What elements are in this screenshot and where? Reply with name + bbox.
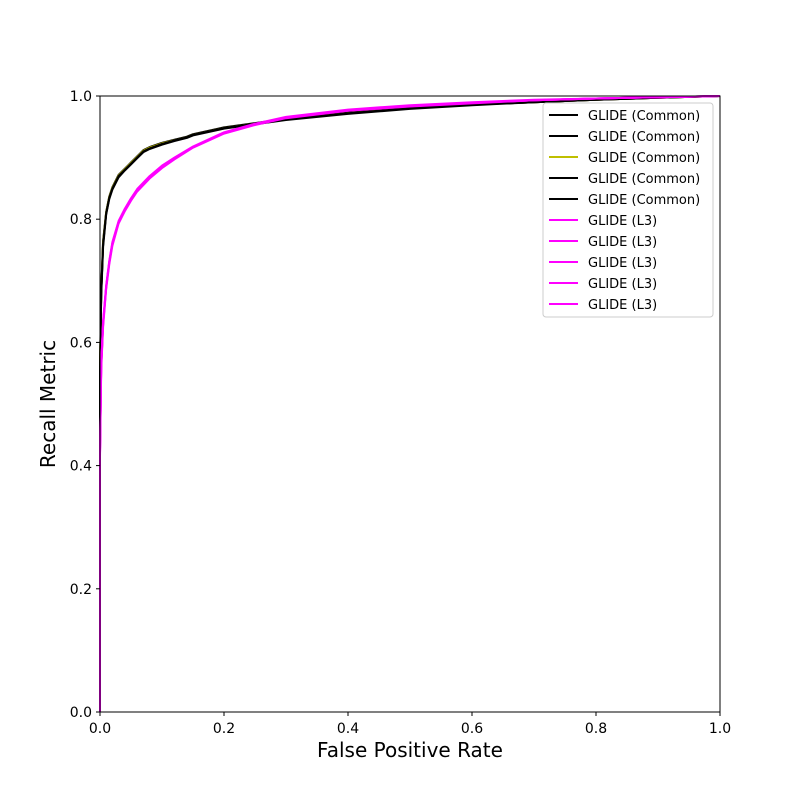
y-tick-label: 0.6 bbox=[70, 335, 92, 351]
legend-label: GLIDE (Common) bbox=[588, 151, 700, 166]
legend-label: GLIDE (Common) bbox=[588, 130, 700, 145]
x-tick-label: 0.6 bbox=[461, 721, 483, 737]
y-tick-label: 0.8 bbox=[70, 212, 92, 228]
legend: GLIDE (Common) GLIDE (Common) GLIDE (Commo… bbox=[542, 102, 714, 318]
legend-label: GLIDE (L3) bbox=[588, 298, 657, 313]
legend-label: GLIDE (L3) bbox=[588, 214, 657, 229]
x-tick-label: 0.8 bbox=[585, 721, 607, 737]
series-line-5 bbox=[99, 95, 721, 712]
y-axis-label: Recall Metric bbox=[36, 340, 60, 468]
x-tick-label: 0.0 bbox=[89, 721, 111, 737]
legend-label: GLIDE (L3) bbox=[588, 256, 657, 271]
plot-lines bbox=[99, 95, 721, 712]
series-line-10 bbox=[99, 95, 721, 712]
y-axis-ticks: 0.0 0.2 0.4 0.6 0.8 1.0 bbox=[70, 89, 100, 721]
legend-label: GLIDE (L3) bbox=[588, 235, 657, 250]
x-tick-label: 1.0 bbox=[709, 721, 731, 737]
plot-frame bbox=[99, 95, 721, 713]
x-axis-ticks: 0.0 0.2 0.4 0.6 0.8 1.0 bbox=[89, 712, 731, 737]
legend-box bbox=[542, 102, 714, 318]
y-tick-label: 1.0 bbox=[70, 89, 92, 105]
y-tick-label: 0.4 bbox=[70, 459, 92, 475]
y-tick-label: 0.0 bbox=[70, 705, 92, 721]
legend-label: GLIDE (Common) bbox=[588, 172, 700, 187]
x-tick-label: 0.4 bbox=[337, 721, 359, 737]
x-axis-label: False Positive Rate bbox=[317, 738, 503, 762]
legend-label: GLIDE (Common) bbox=[588, 193, 700, 208]
x-tick-label: 0.2 bbox=[213, 721, 235, 737]
legend-label: GLIDE (L3) bbox=[588, 277, 657, 292]
y-tick-label: 0.2 bbox=[70, 582, 92, 598]
legend-label: GLIDE (Common) bbox=[588, 109, 700, 124]
